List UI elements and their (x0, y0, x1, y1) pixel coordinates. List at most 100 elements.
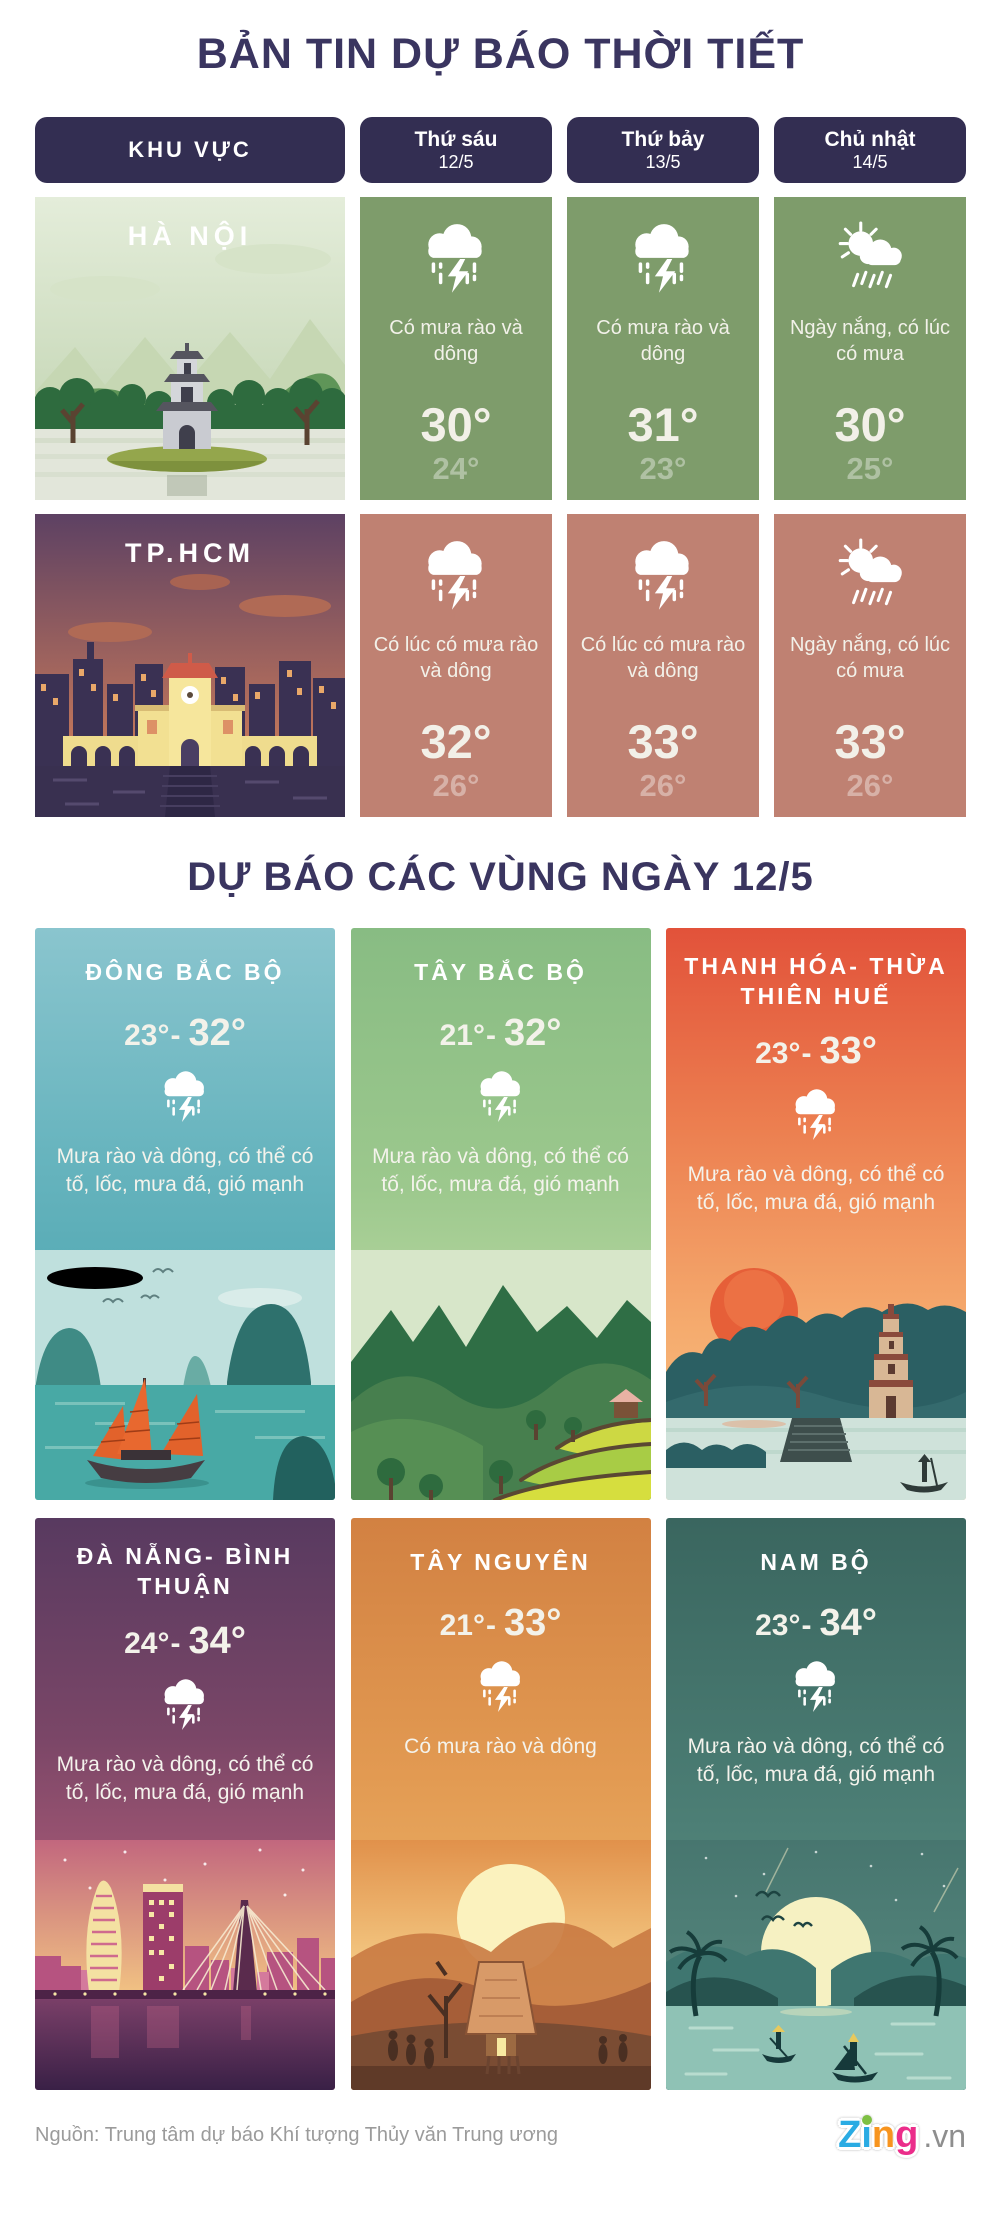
forecast-cell-hanoi-saturday: Có mưa rào và dông 31° 23° (567, 197, 759, 500)
low-temperature: 26° (846, 768, 894, 803)
forecast-cell-hcm-saturday: Có lúc có mưa rào và dông 33° 26° (567, 514, 759, 817)
high-temperature: 32° (503, 1012, 562, 1054)
hue-pagoda-illustration (666, 1268, 966, 1500)
hcm-region-cell: TP.HCM (35, 514, 345, 817)
storm-icon (469, 1069, 533, 1128)
forecast-cell-hanoi-sunday: Ngày nắng, có lúc có mưa 30° 25° (774, 197, 966, 500)
table-row-hanoi: HÀ NỘI Có mưa rào và dông 30° 24° Có mưa… (35, 197, 966, 500)
logo-letter-z: Z (838, 2114, 862, 2156)
storm-icon (784, 1087, 848, 1146)
forecast-description: Có mưa rào và dông (389, 317, 523, 365)
storm-icon (619, 221, 707, 301)
sun-rain-icon (826, 538, 914, 618)
region-card-name: TÂY BẮC BỘ (414, 959, 587, 986)
temperature-range: 23°- 32° (124, 1012, 246, 1054)
rice-terraces-illustration (350, 1250, 651, 1500)
region-card-name: ĐÔNG BẮC BỘ (85, 959, 285, 986)
high-temperature: 32° (420, 715, 492, 768)
region-name: HÀ NỘI (127, 221, 253, 251)
forecast-description: Có mưa rào và dông (596, 317, 730, 365)
storm-icon (469, 1659, 533, 1718)
temperature-range: 23°- 33° (755, 1029, 877, 1072)
region-forecast-description: Mưa rào và dông, có thể có tố, lốc, mưa … (56, 1145, 314, 1196)
low-temperature: 23° (755, 1036, 801, 1070)
column-header-saturday: Thứ bảy 13/5 (567, 117, 759, 183)
forecast-cell-hcm-friday: Có lúc có mưa rào và dông 32° 26° (360, 514, 552, 817)
region-card-name: TÂY NGUYÊN (410, 1549, 591, 1576)
region-card-name: NAM BỘ (760, 1549, 872, 1576)
storm-icon (153, 1069, 217, 1128)
high-temperature: 33° (627, 715, 699, 768)
low-temperature: 23° (755, 1609, 801, 1642)
forecast-cell-hanoi-friday: Có mưa rào và dông 30° 24° (360, 197, 552, 500)
logo-letter-g: g (895, 2114, 919, 2156)
region-forecast-description: Mưa rào và dông, có thể có tố, lốc, mưa … (687, 1162, 945, 1214)
forecast-description: Ngày nắng, có lúc có mưa (789, 634, 951, 682)
tay-nguyen-sunset-illustration (350, 1840, 651, 2090)
high-temperature: 32° (188, 1012, 246, 1054)
region-forecast-description: Mưa rào và dông, có thể có tố, lốc, mưa … (687, 1735, 945, 1786)
high-temperature: 33° (834, 715, 906, 768)
column-header-sunday: Chủ nhật 14/5 (774, 117, 966, 183)
card-nam-bo: NAM BỘ 23°- 34° Mưa rào và dông, có thể c… (666, 1518, 966, 2090)
low-temperature: 26° (639, 768, 687, 803)
region-cards: ĐÔNG BẮC BỘ 23°- 32° Mưa rào và dông, có … (35, 928, 966, 2090)
region-forecast-description: Có mưa rào và dông (404, 1735, 597, 1758)
temperature-range: 21°- 33° (439, 1602, 562, 1644)
storm-icon (619, 538, 707, 618)
column-header-friday: Thứ sáu 12/5 (360, 117, 552, 183)
hcm-illustration (35, 514, 345, 817)
danang-skyline-illustration (35, 1840, 335, 2090)
temperature-range: 24°- 34° (124, 1619, 246, 1662)
table-header-row: KHU VỰC Thứ sáu 12/5 Thứ bảy 13/5 Chủ nh… (35, 117, 966, 183)
region-forecast-description: Mưa rào và dông, có thể có tố, lốc, mưa … (56, 1752, 314, 1804)
high-temperature: 34° (819, 1602, 877, 1644)
card-tay-nguyen: TÂY NGUYÊN 21°- 33° Có mưa rào và dông (350, 1518, 651, 2090)
page-title: BẢN TIN DỰ BÁO THỜI TIẾT (196, 30, 805, 78)
forecast-cell-hcm-sunday: Ngày nắng, có lúc có mưa 33° 26° (774, 514, 966, 817)
logo-letter-n: n (871, 2114, 896, 2156)
mekong-river-illustration (666, 1840, 966, 2090)
storm-icon (412, 538, 500, 618)
logo-domain-suffix: .vn (923, 2117, 966, 2154)
low-temperature: 25° (846, 451, 894, 486)
low-temperature: 24° (432, 451, 480, 486)
low-temperature: 23° (639, 451, 687, 486)
low-temperature: 21° (439, 1609, 485, 1642)
card-dong-bac-bo: ĐÔNG BẮC BỘ 23°- 32° Mưa rào và dông, có … (35, 928, 335, 1500)
low-temperature: 26° (432, 768, 480, 803)
storm-icon (412, 221, 500, 301)
forecast-table: KHU VỰC Thứ sáu 12/5 Thứ bảy 13/5 Chủ nh… (35, 117, 966, 817)
high-temperature: 33° (503, 1602, 562, 1644)
halong-bay-illustration (35, 1250, 335, 1500)
forecast-description: Có lúc có mưa rào và dông (373, 634, 539, 682)
high-temperature: 30° (420, 398, 492, 451)
card-thanh-hoa-hue: THANH HÓA- THỪA THIÊN HUẾ 23°- 33° Mưa rà… (666, 928, 966, 1500)
region-name: TP.HCM (124, 538, 255, 568)
high-temperature: 30° (834, 398, 906, 451)
high-temperature: 31° (627, 398, 699, 451)
region-card-name: ĐÀ NẴNG- BÌNH THUẬN (76, 1543, 294, 1599)
region-card-name: THANH HÓA- THỪA THIÊN HUẾ (684, 953, 948, 1009)
temperature-range: 23°- 34° (755, 1602, 877, 1644)
storm-icon (153, 1677, 217, 1736)
low-temperature: 24° (124, 1626, 170, 1660)
table-row-hcm: TP.HCM Có lúc có mưa rào và dông 32° 26°… (35, 514, 966, 817)
high-temperature: 33° (819, 1029, 877, 1072)
high-temperature: 34° (188, 1619, 246, 1662)
temperature-range: 21°- 32° (439, 1012, 562, 1054)
card-da-nang-binh-thuan: ĐÀ NẴNG- BÌNH THUẬN 24°- 34° Mưa rào và d… (35, 1518, 335, 2090)
hanoi-illustration (35, 197, 345, 500)
card-tay-bac-bo: TÂY BẮC BỘ 21°- 32° Mưa rào và dông, có t… (350, 928, 651, 1500)
column-header-region: KHU VỰC (35, 117, 345, 183)
logo-letter-i: i (861, 2114, 872, 2156)
footer: Nguồn: Trung tâm dự báo Khí tượng Thủy v… (35, 2116, 966, 2154)
hanoi-region-cell: HÀ NỘI (35, 197, 345, 500)
region-forecast-description: Mưa rào và dông, có thể có tố, lốc, mưa … (372, 1145, 629, 1196)
low-temperature: 21° (439, 1019, 485, 1052)
low-temperature: 23° (124, 1019, 170, 1052)
forecast-description: Có lúc có mưa rào và dông (580, 634, 746, 682)
forecast-description: Ngày nắng, có lúc có mưa (789, 317, 951, 365)
